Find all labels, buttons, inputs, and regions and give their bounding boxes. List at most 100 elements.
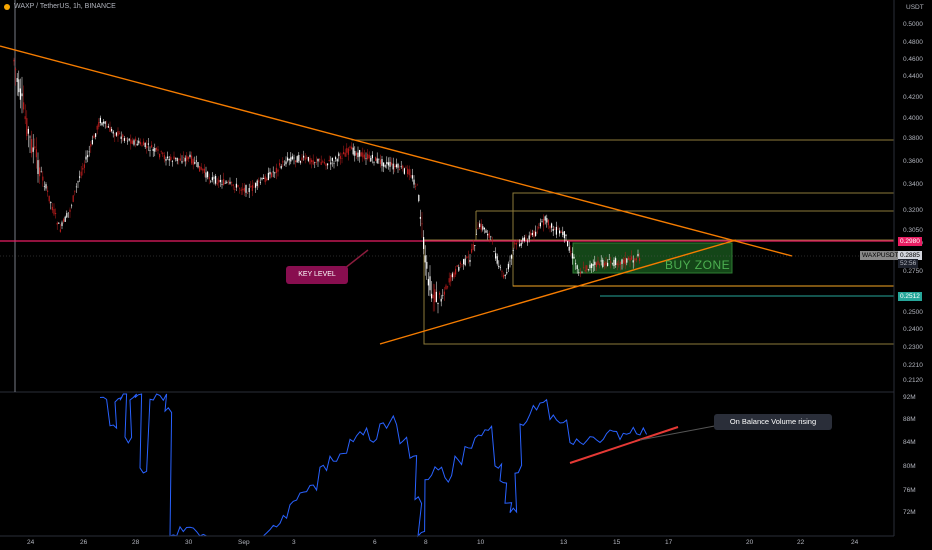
candle-body — [296, 156, 298, 163]
price-tick-label: 0.4600 — [903, 56, 923, 63]
candle-body — [111, 129, 113, 132]
candle-body — [266, 178, 268, 181]
candle-body — [106, 126, 108, 128]
candle-body — [90, 144, 92, 147]
candle-body — [178, 158, 180, 160]
candle-body — [213, 177, 215, 179]
candle-body — [586, 265, 588, 271]
candle-body — [373, 161, 375, 163]
candle-body — [71, 205, 73, 207]
candle-body — [603, 263, 605, 266]
candle-body — [194, 161, 196, 164]
volume-tick-label: 84M — [903, 439, 916, 446]
candle-body — [226, 181, 228, 183]
candle-body — [34, 146, 36, 149]
candle-body — [290, 157, 292, 162]
candle-body — [66, 213, 68, 218]
candle-body — [576, 265, 578, 270]
candle-body — [370, 158, 372, 162]
candle-body — [170, 156, 172, 160]
candle-body — [119, 133, 121, 134]
candle-body — [626, 258, 628, 263]
candle-body — [47, 190, 49, 192]
candle-body — [621, 259, 623, 264]
candle-body — [325, 163, 327, 166]
candle-body — [91, 140, 93, 145]
symbol-title[interactable]: WAXP / TetherUS, 1h, BINANCE — [14, 3, 116, 10]
candle-body — [160, 151, 162, 152]
candle-body — [143, 141, 145, 146]
candle-body — [475, 234, 477, 235]
candle-body — [413, 179, 415, 185]
candle-body — [557, 228, 559, 230]
candle-body — [415, 186, 417, 187]
candle-body — [471, 248, 473, 253]
candle-body — [155, 147, 157, 150]
price-tick-label: 0.4200 — [903, 94, 923, 101]
candle-body — [314, 162, 316, 163]
symbol-icon — [4, 3, 10, 10]
candle-body — [187, 156, 189, 160]
candle-body — [578, 272, 580, 274]
candle-body — [80, 171, 82, 176]
buy-zone-label[interactable]: BUY ZONE — [665, 258, 731, 272]
candle-body — [456, 265, 458, 267]
candle-body — [491, 239, 493, 241]
candle-body — [197, 162, 199, 168]
candle-body — [157, 149, 159, 151]
currency-label[interactable]: USDT — [906, 4, 924, 11]
price-tick-label: 0.2500 — [903, 309, 923, 316]
candle-body — [387, 162, 389, 166]
candle-body — [522, 238, 524, 241]
candle-body — [211, 177, 213, 181]
candle-body — [208, 177, 210, 180]
candle-body — [48, 195, 50, 202]
candle-body — [235, 183, 237, 188]
time-tick-label: 13 — [560, 539, 568, 546]
candle-body — [216, 183, 218, 185]
candle-body — [168, 158, 170, 161]
candle-body — [482, 226, 484, 230]
candle-body — [490, 236, 492, 238]
candle-body — [575, 263, 577, 265]
candle-body — [223, 179, 225, 186]
price-tick-label: 0.3050 — [903, 227, 923, 234]
candle-body — [479, 223, 481, 227]
candle-body — [600, 260, 602, 262]
candle-body — [419, 216, 421, 219]
candle-body — [501, 271, 503, 272]
support-price-tag: 0.2512 — [898, 292, 922, 301]
candle-body — [271, 173, 273, 178]
candle-body — [509, 260, 511, 262]
candle-body — [461, 264, 463, 266]
candle-body — [64, 216, 66, 222]
candle-body — [274, 172, 276, 174]
candle-body — [549, 225, 551, 229]
candle-body — [426, 261, 428, 269]
candle-body — [395, 164, 397, 168]
time-tick-label: 24 — [851, 539, 859, 546]
volume-tick-label: 80M — [903, 463, 916, 470]
price-panel — [0, 0, 895, 393]
candle-body — [24, 116, 26, 120]
candle-body — [520, 243, 522, 246]
obv-note-callout[interactable]: On Balance Volume rising — [714, 414, 832, 430]
candle-body — [21, 93, 23, 97]
candle-body — [608, 259, 610, 260]
candle-body — [131, 140, 133, 144]
candle-body — [594, 261, 596, 265]
candle-body — [503, 275, 505, 278]
key-level-callout[interactable]: KEY LEVEL — [286, 266, 348, 284]
candle-body — [592, 264, 594, 266]
chart-header: WAXP / TetherUS, 1h, BINANCE — [4, 3, 116, 10]
candle-body — [138, 140, 140, 144]
candle-body — [120, 136, 122, 139]
candle-body — [408, 169, 410, 176]
candle-body — [50, 201, 52, 204]
candle-body — [56, 222, 58, 225]
descending-trendline — [0, 45, 793, 257]
candle-body — [26, 118, 28, 137]
candle-body — [371, 154, 373, 159]
candle-body — [579, 272, 581, 274]
